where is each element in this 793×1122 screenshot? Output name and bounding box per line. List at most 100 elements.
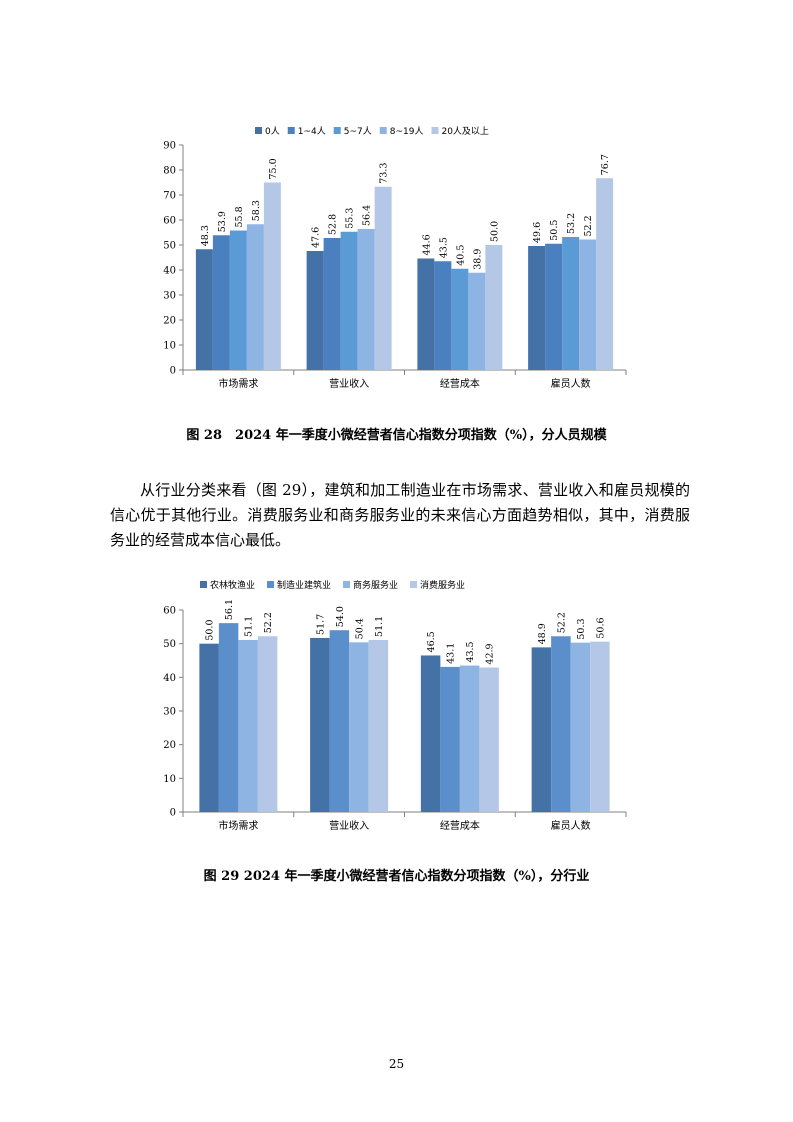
- x-category-label: 营业收入: [329, 819, 369, 832]
- bar: [329, 630, 350, 812]
- legend-swatch: [410, 581, 418, 588]
- bar: [528, 246, 546, 370]
- y-tick-label: 0: [170, 366, 176, 377]
- legend-swatch: [333, 127, 341, 134]
- y-tick-label: 20: [163, 316, 176, 327]
- bar: [468, 272, 486, 370]
- x-category-label: 营业收入: [329, 377, 369, 390]
- bar: [551, 636, 571, 812]
- bar: [257, 636, 278, 812]
- bar: [374, 186, 392, 370]
- legend-label: 农林牧渔业: [210, 579, 255, 591]
- data-label: 51.1: [374, 616, 385, 637]
- bar: [212, 235, 230, 370]
- data-label: 56.4: [362, 205, 373, 226]
- legend-label: 消费服务业: [420, 579, 465, 591]
- bar: [531, 647, 552, 812]
- x-category-label: 经营成本: [440, 819, 480, 832]
- chart-staff-size: 0人 1~4人 5~7人 8~19人 20人及以上 0 10 20 30 40 50 60 70 80 90…: [0, 115, 793, 405]
- bar: [451, 268, 469, 370]
- data-label: 76.7: [600, 154, 611, 175]
- legend-swatch: [255, 127, 262, 134]
- bar: [349, 642, 369, 812]
- data-label: 50.4: [354, 618, 365, 639]
- bar: [195, 249, 213, 370]
- bar: [420, 655, 441, 812]
- bar: [440, 666, 460, 812]
- bar: [545, 243, 563, 370]
- data-label: 43.1: [446, 643, 457, 664]
- data-label: 38.9: [472, 249, 483, 270]
- chart-staff-size-svg: 0人 1~4人 5~7人 8~19人 20人及以上 0 10 20 30 40 50 60 70 80 90…: [163, 126, 627, 390]
- y-tick-label: 10: [163, 341, 176, 352]
- chart-industry-svg: 农林牧渔业 制造业建筑业 商务服务业 消费服务业 0 10 20 30 40 50 60 市场需求 50…: [163, 579, 627, 832]
- data-label: 53.2: [566, 213, 577, 234]
- bar: [570, 642, 591, 812]
- chart-industry: 农林牧渔业 制造业建筑业 商务服务业 消费服务业 0 10 20 30 40 50 60 市场需求 50…: [0, 570, 793, 835]
- y-tick-label: 50: [163, 241, 176, 252]
- data-label: 58.3: [251, 200, 262, 221]
- y-tick-label: 80: [163, 166, 176, 177]
- paragraph-text: 从行业分类来看（图 29），建筑和加工制造业在市场需求、营业收入和雇员规模的信心…: [110, 481, 690, 549]
- data-label: 51.7: [315, 614, 326, 635]
- data-label: 50.0: [489, 221, 500, 242]
- data-label: 48.3: [200, 225, 211, 246]
- bar: [562, 237, 580, 370]
- bar: [459, 665, 480, 812]
- bar: [310, 637, 330, 812]
- data-label: 50.6: [595, 617, 606, 638]
- y-tick-label: 10: [163, 774, 176, 785]
- figure-29-caption: 图 29 2024 年一季度小微经营者信心指数分项指数（%），分行业: [203, 869, 590, 884]
- y-tick-label: 30: [163, 707, 176, 718]
- legend-label: 20人及以上: [441, 126, 488, 137]
- data-label: 73.3: [379, 163, 390, 184]
- bar: [199, 643, 219, 812]
- x-category-label: 雇员人数: [551, 377, 591, 390]
- data-label: 52.2: [583, 215, 594, 236]
- data-label: 52.2: [263, 612, 274, 633]
- data-label: 49.6: [532, 222, 543, 243]
- body-paragraph: 从行业分类来看（图 29），建筑和加工制造业在市场需求、营业收入和雇员规模的信心…: [110, 478, 690, 553]
- data-label: 55.8: [234, 206, 245, 227]
- data-label: 40.5: [455, 245, 466, 266]
- legend-label: 0人: [265, 126, 280, 137]
- legend-label: 制造业建筑业: [277, 579, 331, 591]
- legend-swatch: [287, 127, 295, 134]
- legend-swatch: [200, 581, 207, 588]
- bar: [340, 231, 358, 370]
- bar: [229, 230, 247, 370]
- legend-swatch: [343, 581, 351, 588]
- page-number: 25: [388, 1057, 405, 1071]
- bar: [238, 639, 258, 812]
- x-category-label: 雇员人数: [551, 819, 591, 832]
- data-label: 54.0: [335, 606, 346, 627]
- y-tick-label: 60: [163, 216, 176, 227]
- y-tick-label: 70: [163, 191, 176, 202]
- bar: [306, 251, 324, 370]
- legend-label: 5~7人: [344, 126, 372, 137]
- figure-28-caption: 图 28 2024 年一季度小微经营者信心指数分项指数（%），分人员规模: [186, 428, 607, 443]
- legend-label: 商务服务业: [353, 579, 398, 591]
- y-tick-label: 90: [163, 141, 176, 152]
- x-category-label: 市场需求: [218, 377, 258, 390]
- data-label: 44.6: [421, 234, 432, 255]
- bar: [596, 178, 614, 370]
- x-category-label: 经营成本: [440, 377, 480, 390]
- data-label: 52.2: [556, 612, 567, 633]
- legend-label: 8~19人: [390, 126, 424, 137]
- data-label: 50.3: [576, 619, 587, 640]
- bar: [218, 623, 239, 812]
- bar: [479, 667, 499, 812]
- y-tick-label: 40: [163, 673, 176, 684]
- x-category-label: 市场需求: [218, 819, 258, 832]
- legend-swatch: [379, 127, 387, 134]
- data-label: 56.1: [224, 599, 235, 620]
- y-tick-label: 50: [163, 639, 176, 650]
- bar: [485, 245, 503, 370]
- bar: [579, 239, 597, 370]
- data-label: 52.8: [328, 214, 339, 235]
- bar: [263, 182, 281, 370]
- y-tick-label: 30: [163, 291, 176, 302]
- data-label: 50.0: [205, 620, 216, 641]
- bar: [590, 641, 610, 812]
